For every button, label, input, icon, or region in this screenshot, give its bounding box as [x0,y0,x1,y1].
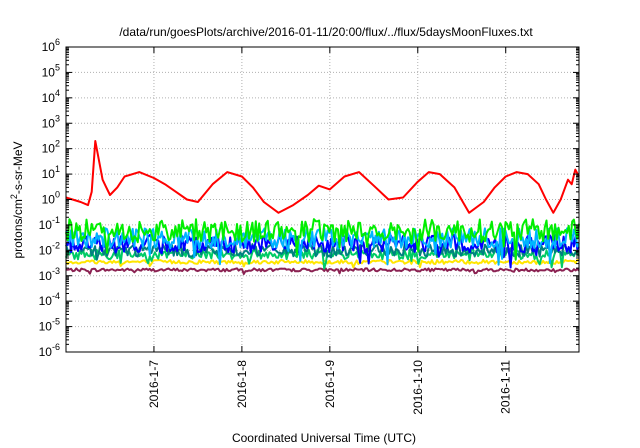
series-band [65,258,580,269]
series-band [65,267,580,275]
y-tick-label: 10-6 [39,342,60,359]
y-tick-label: 10-1 [39,215,60,232]
x-tick-label: 2016-1-8 [235,360,249,408]
x-axis-label: Coordinated Universal Time (UTC) [232,431,416,445]
y-tick-label: 101 [42,164,60,181]
x-ticks: 2016-1-7 2016-1-8 2016-1-9 2016-1-10 2016-1-… [147,47,513,415]
x-tick-label: 2016-1-10 [411,360,425,415]
y-ticks: 10-6 10-5 10-4 10-3 10-2 10-1 100 101 102 103 104 1… [39,37,579,359]
series-band [65,243,580,261]
y-tick-label: 104 [42,88,60,105]
chart-title: /data/run/goesPlots/archive/2016-01-11/2… [119,25,533,39]
y-tick-label: 102 [42,139,60,156]
y-tick-label: 100 [42,190,60,207]
x-tick-label: 2016-1-9 [323,360,337,408]
series-band [65,218,580,261]
x-tick-label: 2016-1-7 [147,360,161,408]
y-tick-label: 103 [42,113,60,130]
series-line [65,140,580,214]
x-tick-label: 2016-1-11 [499,360,513,414]
y-axis-label: protons/cm2-s-sr-MeV [9,141,25,258]
y-tick-label: 10-3 [39,266,60,283]
grid [66,47,579,352]
series-layer [65,140,580,275]
y-tick-label: 106 [42,37,60,54]
plot-frame [65,46,580,353]
y-tick-label: 10-4 [39,291,60,308]
y-tick-label: 10-2 [39,240,60,257]
y-tick-label: 105 [42,62,60,79]
y-tick-label: 10-5 [39,317,60,334]
